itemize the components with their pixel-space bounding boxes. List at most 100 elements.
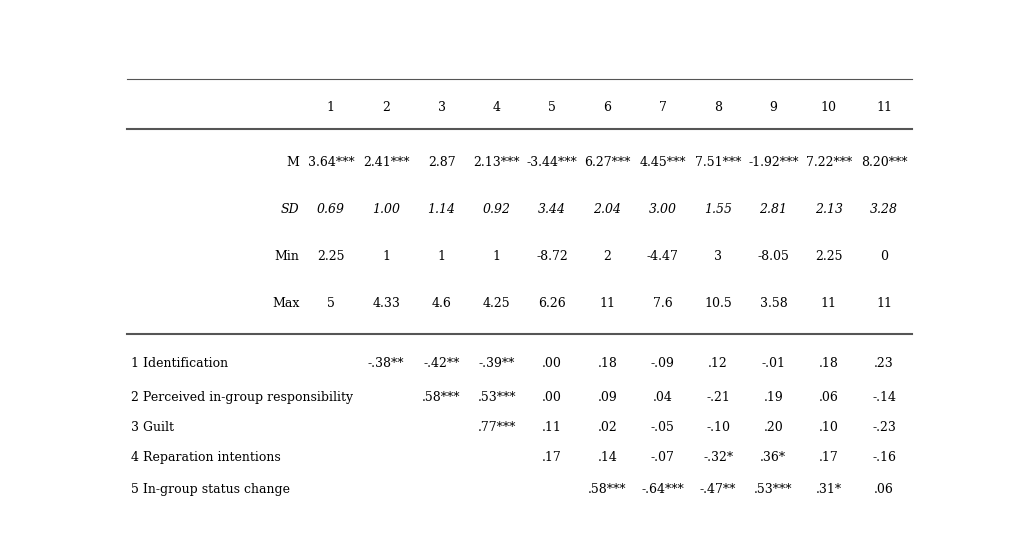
Text: Min: Min (275, 250, 300, 263)
Text: 1: 1 (382, 250, 390, 263)
Text: .53***: .53*** (477, 391, 516, 404)
Text: .00: .00 (542, 391, 562, 404)
Text: 5: 5 (327, 297, 335, 310)
Text: 2.25: 2.25 (815, 250, 843, 263)
Text: 1 Identification: 1 Identification (131, 357, 228, 370)
Text: .10: .10 (819, 421, 839, 434)
Text: 2 Perceived in-group responsibility: 2 Perceived in-group responsibility (131, 391, 353, 404)
Text: 2.13: 2.13 (814, 203, 843, 216)
Text: .06: .06 (874, 483, 894, 496)
Text: 2.25: 2.25 (317, 250, 344, 263)
Text: -.23: -.23 (872, 421, 895, 434)
Text: -.05: -.05 (651, 421, 675, 434)
Text: 2.04: 2.04 (594, 203, 622, 216)
Text: -.47**: -.47** (700, 483, 736, 496)
Text: 10.5: 10.5 (704, 297, 732, 310)
Text: 6.27***: 6.27*** (585, 157, 631, 169)
Text: -.39**: -.39** (479, 357, 515, 370)
Text: 4.45***: 4.45*** (639, 157, 686, 169)
Text: -4.47: -4.47 (647, 250, 679, 263)
Text: -.07: -.07 (651, 451, 675, 464)
Text: -3.44***: -3.44*** (527, 157, 577, 169)
Text: 4.25: 4.25 (483, 297, 511, 310)
Text: -.09: -.09 (651, 357, 675, 370)
Text: 5 In-group status change: 5 In-group status change (131, 483, 290, 496)
Text: 7.51***: 7.51*** (695, 157, 742, 169)
Text: M: M (287, 157, 300, 169)
Text: 11: 11 (821, 297, 837, 310)
Text: -.21: -.21 (706, 391, 730, 404)
Text: 1: 1 (327, 100, 335, 114)
Text: 1.00: 1.00 (372, 203, 400, 216)
Text: 3: 3 (714, 250, 722, 263)
Text: 2.81: 2.81 (760, 203, 787, 216)
Text: 2.87: 2.87 (427, 157, 456, 169)
Text: 8.20***: 8.20*** (861, 157, 908, 169)
Text: .04: .04 (652, 391, 673, 404)
Text: -.64***: -.64*** (641, 483, 684, 496)
Text: 6: 6 (604, 100, 612, 114)
Text: SD: SD (281, 203, 300, 216)
Text: -.32*: -.32* (703, 451, 733, 464)
Text: 7.6: 7.6 (653, 297, 673, 310)
Text: 1: 1 (493, 250, 500, 263)
Text: 3.64***: 3.64*** (308, 157, 355, 169)
Text: -1.92***: -1.92*** (749, 157, 798, 169)
Text: .58***: .58*** (422, 391, 461, 404)
Text: -8.05: -8.05 (758, 250, 789, 263)
Text: -.10: -.10 (706, 421, 730, 434)
Text: 1.55: 1.55 (704, 203, 732, 216)
Text: .12: .12 (708, 357, 728, 370)
Text: .18: .18 (819, 357, 839, 370)
Text: .09: .09 (598, 391, 617, 404)
Text: 1: 1 (438, 250, 446, 263)
Text: 4 Reparation intentions: 4 Reparation intentions (131, 451, 281, 464)
Text: -.14: -.14 (872, 391, 897, 404)
Text: .19: .19 (764, 391, 783, 404)
Text: .06: .06 (819, 391, 839, 404)
Text: 0.69: 0.69 (317, 203, 344, 216)
Text: .02: .02 (598, 421, 617, 434)
Text: 4.33: 4.33 (373, 297, 400, 310)
Text: .36*: .36* (761, 451, 786, 464)
Text: 4.6: 4.6 (432, 297, 452, 310)
Text: -.01: -.01 (762, 357, 785, 370)
Text: 9: 9 (770, 100, 777, 114)
Text: -.42**: -.42** (423, 357, 460, 370)
Text: .58***: .58*** (589, 483, 627, 496)
Text: 2: 2 (604, 250, 612, 263)
Text: .23: .23 (874, 357, 893, 370)
Text: -.38**: -.38** (368, 357, 404, 370)
Text: 2.13***: 2.13*** (474, 157, 520, 169)
Text: .17: .17 (542, 451, 562, 464)
Text: 0: 0 (880, 250, 888, 263)
Text: 5: 5 (548, 100, 556, 114)
Text: .17: .17 (819, 451, 839, 464)
Text: 3: 3 (438, 100, 446, 114)
Text: 4: 4 (493, 100, 500, 114)
Text: .77***: .77*** (478, 421, 516, 434)
Text: .53***: .53*** (754, 483, 792, 496)
Text: .20: .20 (764, 421, 783, 434)
Text: -8.72: -8.72 (536, 250, 568, 263)
Text: 0.92: 0.92 (483, 203, 511, 216)
Text: -.16: -.16 (872, 451, 897, 464)
Text: 6.26: 6.26 (538, 297, 566, 310)
Text: .14: .14 (598, 451, 617, 464)
Text: 3.44: 3.44 (538, 203, 566, 216)
Text: 8: 8 (714, 100, 722, 114)
Text: 1.14: 1.14 (427, 203, 456, 216)
Text: .11: .11 (542, 421, 562, 434)
Text: 2.41***: 2.41*** (363, 157, 409, 169)
Text: 3.28: 3.28 (870, 203, 899, 216)
Text: 2: 2 (382, 100, 390, 114)
Text: 3.00: 3.00 (648, 203, 677, 216)
Text: 7: 7 (658, 100, 667, 114)
Text: .18: .18 (598, 357, 617, 370)
Text: 10: 10 (821, 100, 837, 114)
Text: 3 Guilt: 3 Guilt (131, 421, 173, 434)
Text: 3.58: 3.58 (760, 297, 787, 310)
Text: 7.22***: 7.22*** (805, 157, 852, 169)
Text: Max: Max (271, 297, 300, 310)
Text: 11: 11 (876, 297, 892, 310)
